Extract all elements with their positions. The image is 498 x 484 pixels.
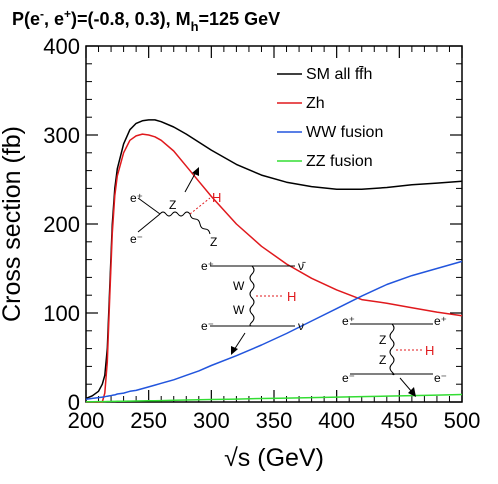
x-tick-label: 200	[68, 408, 105, 433]
diagram-label: e⁻	[201, 319, 214, 333]
y-tick-label: 300	[43, 123, 80, 148]
arrow-line	[184, 171, 197, 193]
w-propagator	[249, 265, 255, 327]
zz-fusion-feynman-diagram: e⁺ e⁻ e⁺ e⁻ Z Z H	[342, 314, 447, 397]
arrow-line	[233, 332, 246, 351]
x-axis-label: √s (GeV)	[224, 444, 324, 472]
series-line	[85, 260, 463, 401]
series-line	[85, 119, 463, 400]
zh-feynman-diagram: e⁺ e⁻ Z H Z	[130, 167, 221, 249]
fermion-line	[137, 197, 161, 215]
z-propagator	[389, 323, 395, 376]
legend: SM all ff̄h Zh WW fusion ZZ fusion	[277, 66, 383, 170]
diagram-label: e⁺	[434, 314, 447, 328]
x-tick-label: 350	[256, 408, 293, 433]
arrow-head-icon	[408, 387, 416, 397]
fermion-line	[137, 213, 161, 233]
series-line	[86, 133, 463, 403]
y-tick-label: 200	[43, 212, 80, 237]
y-axis-label: Cross section (fb)	[0, 126, 26, 322]
y-tick-label: 100	[43, 301, 80, 326]
diagram-label: ν̄	[298, 259, 306, 273]
diagram-label: e⁻	[434, 371, 447, 385]
higgs-line	[189, 197, 211, 215]
axis-ticks: 200 250 300 350 400 450 500 0 100 200 300 400	[43, 34, 480, 433]
diagram-label: e⁻	[130, 232, 143, 246]
z-propagator	[159, 211, 191, 217]
x-tick-label: 300	[193, 408, 230, 433]
diagram-label: H	[212, 190, 221, 205]
diagram-label: W	[233, 279, 245, 293]
diagram-label: ν	[298, 319, 304, 333]
z-boson-line	[189, 213, 211, 235]
plot-frame	[85, 45, 463, 403]
y-tick-label: 400	[43, 34, 80, 59]
ww-fusion-feynman-diagram: e⁺ e⁻ ν̄ ν W W H	[201, 259, 306, 355]
diagram-label: e⁺	[130, 191, 143, 205]
diagram-label: e⁺	[201, 259, 214, 273]
diagram-label: Z	[379, 333, 386, 347]
diagram-label: W	[233, 303, 245, 317]
x-tick-label: 400	[318, 408, 355, 433]
legend-label: Zh	[306, 95, 325, 112]
legend-label: WW fusion	[306, 124, 383, 141]
diagram-label: Z	[379, 353, 386, 367]
legend-label: ZZ fusion	[306, 153, 373, 170]
x-tick-label: 250	[130, 408, 167, 433]
x-tick-label: 450	[381, 408, 418, 433]
y-tick-label: 0	[68, 390, 80, 415]
arrow-head-icon	[231, 346, 238, 355]
series-curves	[85, 119, 463, 403]
diagram-label: e⁺	[342, 314, 355, 328]
legend-label: SM all ff̄h	[306, 66, 372, 83]
arrow-head-icon	[192, 167, 199, 176]
chart-title: P(e-, e+)=(-0.8, 0.3), Mh=125 GeV	[12, 7, 280, 34]
arrow-line	[399, 377, 413, 393]
diagram-label: Z	[210, 235, 217, 249]
diagram-label: Z	[169, 198, 176, 212]
series-line	[86, 393, 463, 403]
diagram-label: H	[287, 289, 296, 304]
x-tick-label: 500	[444, 408, 481, 433]
diagram-label: H	[425, 343, 434, 358]
diagram-label: e⁻	[342, 371, 355, 385]
